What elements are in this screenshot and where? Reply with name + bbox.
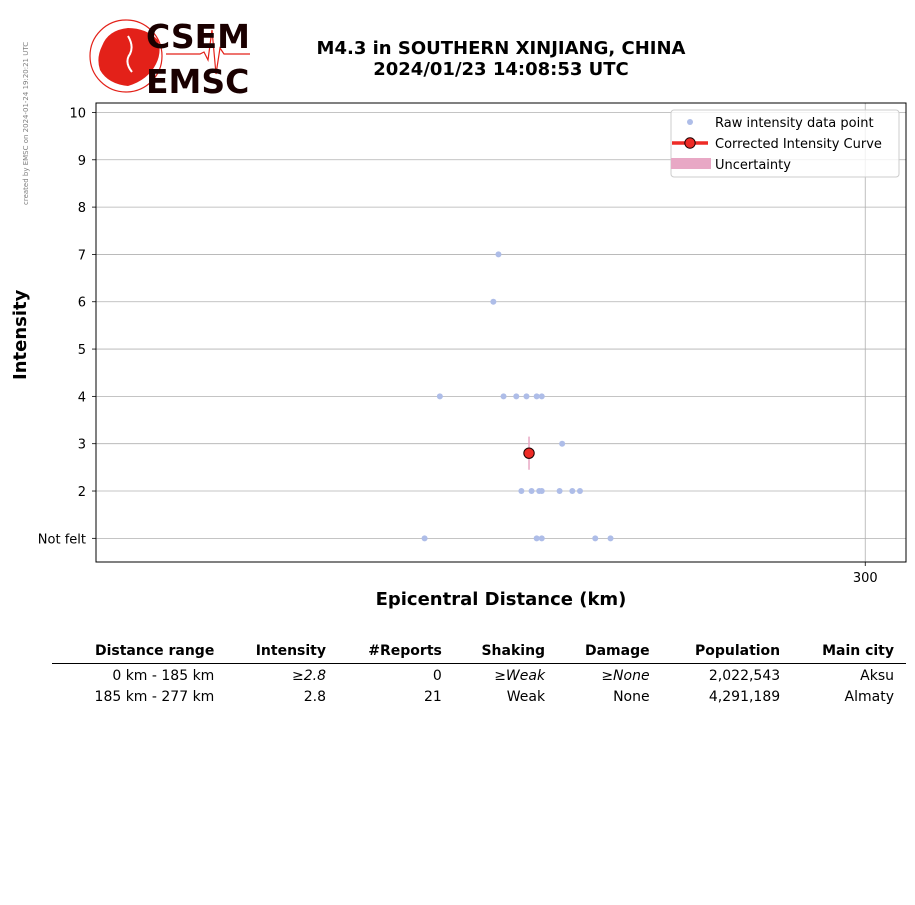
data-marks xyxy=(421,251,614,542)
y-tick-label: 3 xyxy=(78,438,86,453)
raw-intensity-point xyxy=(538,535,545,542)
table-row: 0 km - 185 km ≥2.8 0 ≥Weak ≥None 2,022,5… xyxy=(52,664,906,686)
legend-raw-label: Raw intensity data point xyxy=(715,116,874,131)
cell-distance-range: 0 km - 185 km xyxy=(112,668,215,684)
raw-intensity-point xyxy=(538,393,545,400)
title-line-1: M4.3 in SOUTHERN XINJIANG, CHINA xyxy=(316,38,686,59)
raw-intensity-point xyxy=(607,535,614,542)
intensity-chart: Not felt 2 3 4 5 6 7 8 9 10 300 Raw intensity dat… xyxy=(38,102,907,586)
header-damage: Damage xyxy=(557,641,662,664)
raw-intensity-point xyxy=(436,393,443,400)
y-tick-label: Not felt xyxy=(38,532,86,547)
cell-main-city: Almaty xyxy=(844,689,894,705)
raw-intensity-point xyxy=(495,251,502,258)
raw-intensity-point xyxy=(518,488,525,495)
cell-damage: None xyxy=(613,689,650,705)
cell-population: 4,291,189 xyxy=(708,689,781,705)
header-shaking: Shaking xyxy=(453,641,558,664)
distance-summary-table: Distance range Intensity #Reports Shakin… xyxy=(52,641,906,706)
header-main-city: Main city xyxy=(792,641,906,664)
y-tick-label: 8 xyxy=(78,201,86,216)
raw-intensity-point xyxy=(576,488,583,495)
y-tick-label: 5 xyxy=(78,343,86,358)
header-population: Population xyxy=(661,641,793,664)
legend-raw-marker xyxy=(687,119,693,125)
raw-intensity-point xyxy=(500,393,507,400)
legend: Raw intensity data point Corrected Inten… xyxy=(670,109,900,178)
y-axis-ticks: Not felt 2 3 4 5 6 7 8 9 10 xyxy=(38,106,96,547)
emsc-logo: CSEM EMSC xyxy=(89,17,250,98)
raw-intensity-point xyxy=(528,488,535,495)
raw-intensity-point xyxy=(559,440,566,447)
cell-intensity: ≥2.8 xyxy=(292,668,326,684)
raw-intensity-point xyxy=(538,488,545,495)
cell-shaking: Weak xyxy=(506,689,546,705)
legend-curve-marker xyxy=(684,137,696,149)
table-header-row: Distance range Intensity #Reports Shakin… xyxy=(52,641,906,664)
raw-intensity-point xyxy=(421,535,428,542)
cell-reports: 21 xyxy=(424,689,442,705)
cell-distance-range: 185 km - 277 km xyxy=(94,689,215,705)
header-distance-range: Distance range xyxy=(52,641,227,664)
x-tick-label: 300 xyxy=(853,571,878,586)
header-intensity: Intensity xyxy=(226,641,338,664)
y-tick-label: 10 xyxy=(69,106,86,121)
raw-intensity-point xyxy=(523,393,530,400)
cell-damage: ≥None xyxy=(601,668,650,684)
y-tick-label: 4 xyxy=(78,390,86,405)
raw-intensity-point xyxy=(569,488,576,495)
legend-uncertainty-label: Uncertainty xyxy=(715,158,791,173)
logo-text-top: CSEM xyxy=(146,17,250,56)
y-tick-label: 2 xyxy=(78,485,86,500)
cell-shaking: ≥Weak xyxy=(494,668,546,684)
cell-population: 2,022,543 xyxy=(708,668,781,684)
y-tick-label: 7 xyxy=(78,248,86,263)
chart-title: M4.3 in SOUTHERN XINJIANG, CHINA 2024/01… xyxy=(300,38,702,80)
raw-intensity-point xyxy=(533,393,540,400)
x-axis-ticks: 300 xyxy=(853,562,878,586)
y-tick-label: 9 xyxy=(78,154,86,169)
raw-intensity-point xyxy=(513,393,520,400)
plot-frame xyxy=(95,102,907,563)
raw-intensity-point xyxy=(490,298,497,305)
cell-intensity: 2.8 xyxy=(303,689,326,705)
legend-box xyxy=(670,109,900,178)
x-axis-label: Epicentral Distance (km) xyxy=(375,589,627,610)
title-line-2: 2024/01/23 14:08:53 UTC xyxy=(373,59,629,80)
legend-uncertainty-swatch xyxy=(671,158,711,169)
raw-intensity-point xyxy=(592,535,599,542)
y-axis-label: Intensity xyxy=(10,289,31,380)
y-tick-label: 6 xyxy=(78,296,86,311)
cell-reports: 0 xyxy=(432,668,442,684)
raw-intensity-point xyxy=(533,535,540,542)
raw-intensity-point xyxy=(556,488,563,495)
corrected-intensity-point xyxy=(523,447,535,459)
legend-curve-label: Corrected Intensity Curve xyxy=(715,137,882,152)
header-reports: #Reports xyxy=(338,641,454,664)
logo-text-bottom: EMSC xyxy=(146,62,249,98)
cell-main-city: Aksu xyxy=(860,668,894,684)
table-row: 185 km - 277 km 2.8 21 Weak None 4,291,1… xyxy=(52,685,906,706)
